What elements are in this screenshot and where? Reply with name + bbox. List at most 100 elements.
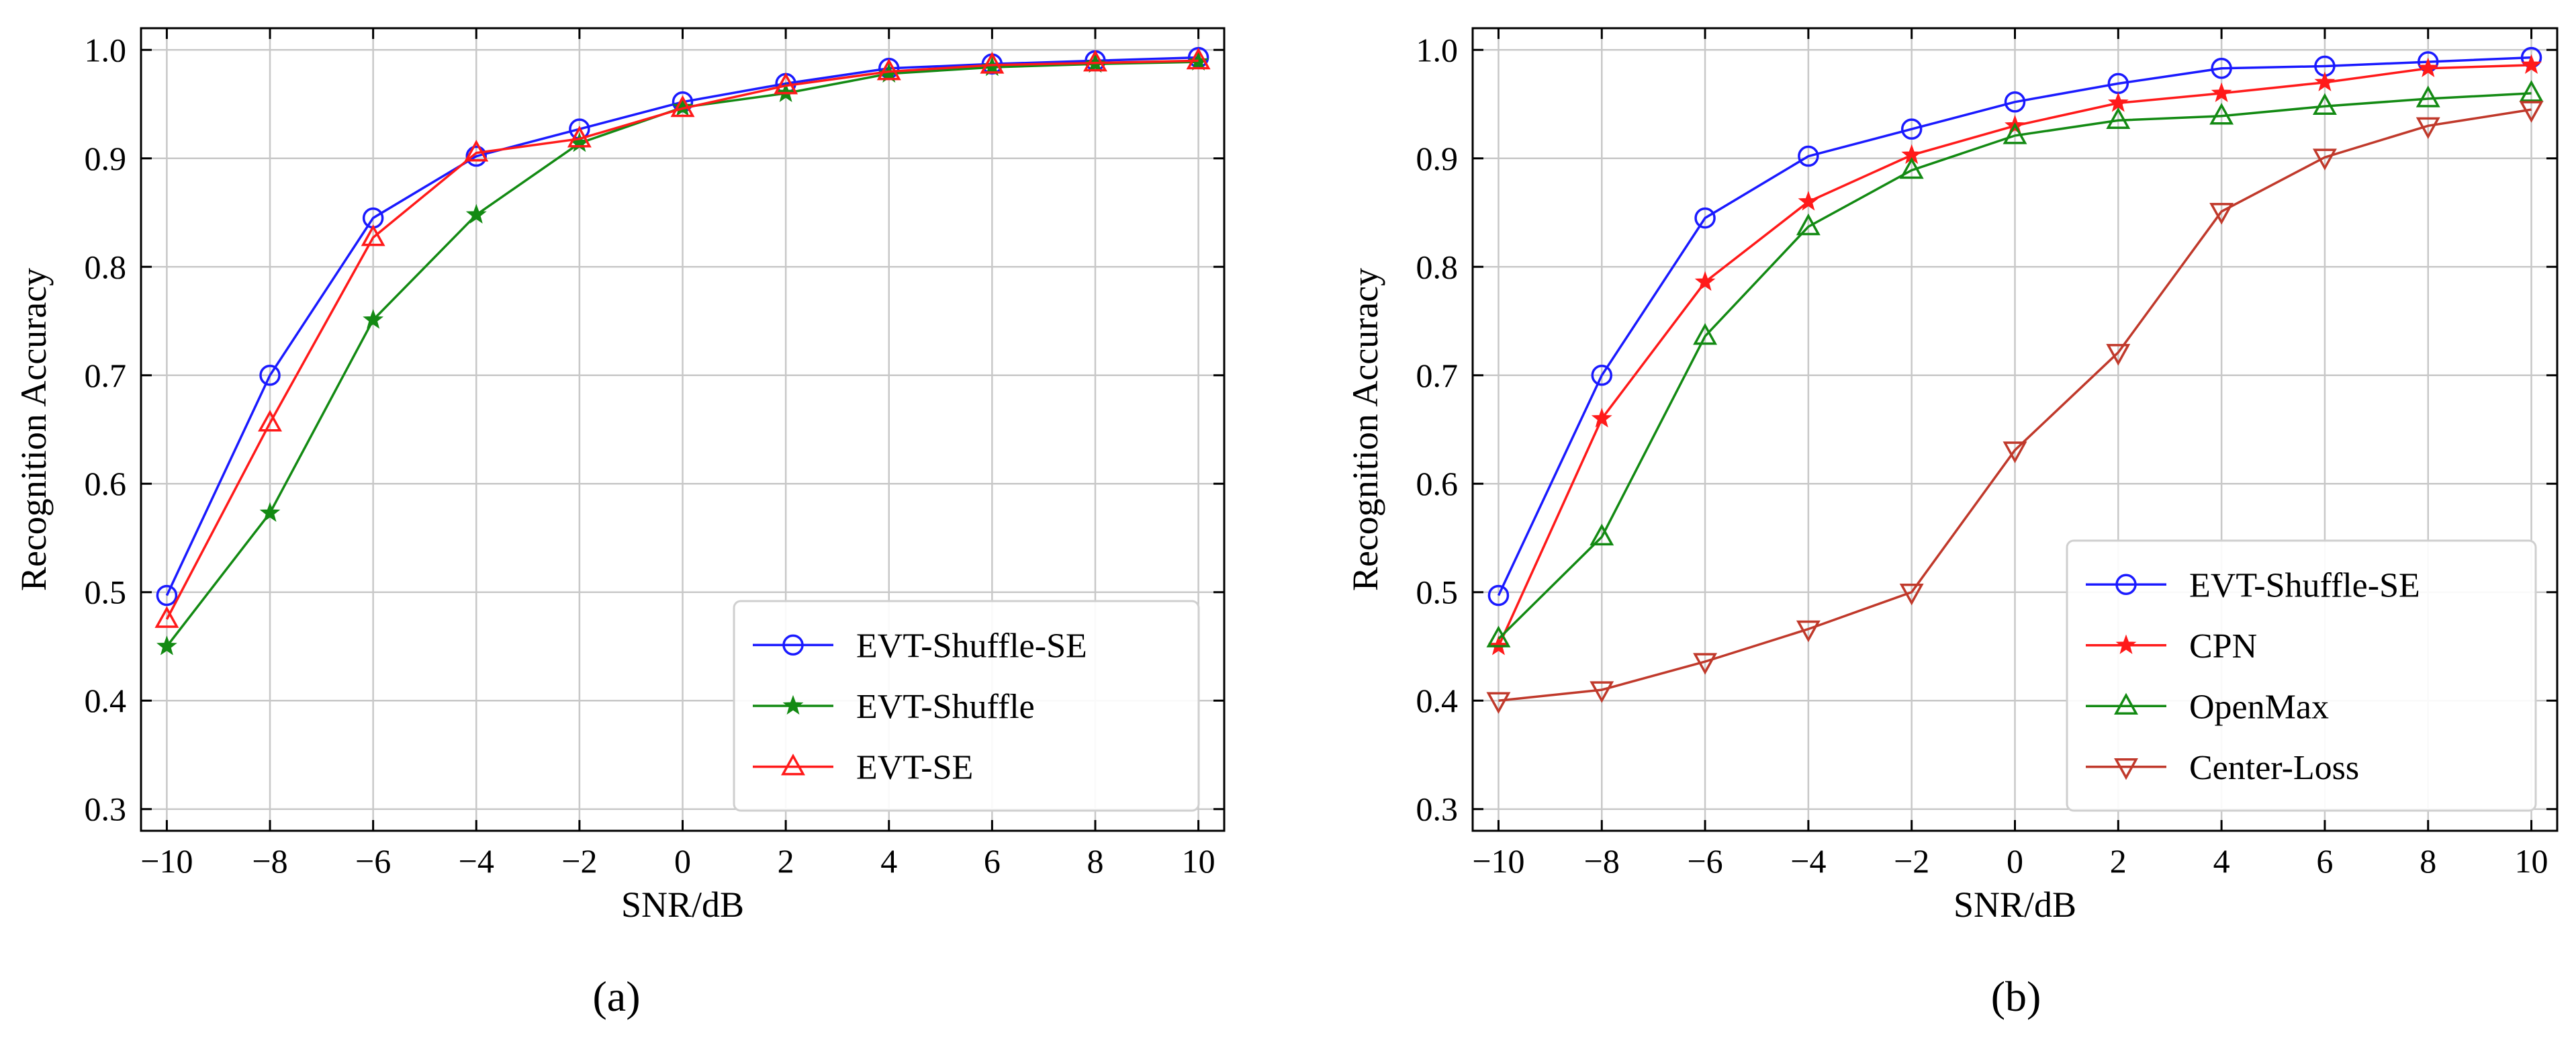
- legend-marker-a-0: [782, 634, 804, 656]
- data-point-b-1: [1591, 408, 1612, 428]
- x-tick-label-b: −6: [1687, 842, 1722, 880]
- y-axis-label-b: Recognition Accuracy: [1345, 268, 1385, 591]
- legend-box-a: [733, 600, 1200, 812]
- data-point-b-1: [2521, 54, 2542, 74]
- x-tick-label-b: 10: [2515, 842, 2548, 880]
- series-line-b-3: [1498, 108, 2532, 702]
- x-tick-label-b: −10: [1472, 842, 1524, 880]
- data-point-b-0: [1487, 584, 1510, 606]
- x-tick-label-a: −4: [459, 842, 494, 880]
- legend-item-b-0: EVT-Shuffle-SE: [2086, 566, 2420, 604]
- legend-item-b-1: CPN: [2086, 627, 2257, 666]
- y-tick-label-b: 0.9: [1416, 140, 1459, 177]
- data-point-a-1: [156, 635, 177, 655]
- data-point-b-2: [1486, 625, 1511, 647]
- data-point-b-3: [2209, 203, 2234, 225]
- y-tick-label-a: 0.6: [85, 465, 127, 502]
- legend-label-b-3: Center-Loss: [2189, 749, 2359, 787]
- caption-a: (a): [592, 972, 640, 1020]
- series-line-b-0: [1497, 56, 2532, 596]
- data-point-b-3: [2003, 441, 2027, 463]
- data-point-b-2: [2416, 85, 2440, 107]
- data-point-b-0: [1694, 207, 1716, 229]
- x-tick-label-a: −10: [140, 842, 193, 880]
- data-point-a-2: [567, 126, 592, 148]
- series-b: [1486, 46, 2544, 714]
- legend-item-b-3: Center-Loss: [2086, 749, 2359, 787]
- x-tick-label-b: 6: [2316, 842, 2333, 880]
- legend-item-a-0: EVT-Shuffle-SE: [753, 627, 1087, 665]
- data-point-b-0: [1798, 145, 1819, 167]
- legend-marker-b-0: [2115, 574, 2137, 595]
- data-point-a-2: [670, 95, 695, 118]
- data-point-a-2: [1186, 47, 1211, 70]
- data-point-b-2: [1693, 323, 1718, 345]
- y-tick-label-a: 0.3: [85, 790, 127, 828]
- data-point-a-2: [1083, 50, 1107, 72]
- legend-label-a-2: EVT-SE: [856, 749, 973, 787]
- data-point-b-3: [2519, 101, 2544, 123]
- x-tick-label-a: 0: [674, 842, 691, 880]
- legend-label-b-2: OpenMax: [2189, 688, 2329, 726]
- y-tick-label-b: 0.4: [1416, 682, 1459, 719]
- data-point-a-2: [980, 52, 1005, 74]
- x-tick-label-b: 2: [2110, 842, 2127, 880]
- x-tick-label-b: 0: [2007, 842, 2023, 880]
- legend-b: EVT-Shuffle-SE CPN OpenMax Center-Loss: [2066, 539, 2537, 812]
- x-tick-label-a: 6: [984, 842, 1001, 880]
- data-point-b-2: [1796, 213, 1821, 236]
- grid-b: [1473, 28, 2557, 831]
- series-line-a-2: [165, 59, 1199, 620]
- y-axis-label-a: Recognition Accuracy: [13, 268, 54, 591]
- x-tick-label-a: −2: [561, 842, 597, 880]
- y-tick-label-b: 0.8: [1416, 248, 1459, 285]
- series-b-3: [1486, 101, 2544, 714]
- y-tick-label-a: 0.7: [85, 357, 127, 394]
- x-tick-label-b: −8: [1584, 842, 1620, 880]
- legend-marker-a-2: [781, 754, 805, 776]
- series-a: [154, 46, 1211, 655]
- x-tick-label-b: 4: [2213, 842, 2230, 880]
- data-point-b-2: [1899, 156, 1924, 179]
- data-point-a-2: [258, 410, 282, 432]
- data-point-a-1: [363, 309, 384, 329]
- y-tick-label-a: 0.9: [85, 140, 127, 177]
- y-tick-label-b: 1.0: [1416, 31, 1459, 69]
- data-point-b-3: [1693, 653, 1718, 675]
- data-point-a-2: [774, 72, 798, 95]
- data-point-a-2: [876, 58, 901, 81]
- series-a-2: [154, 47, 1211, 628]
- data-point-b-1: [1798, 191, 1819, 211]
- legend-box-b: [2066, 539, 2537, 812]
- y-tick-label-a: 0.8: [85, 248, 127, 285]
- y-tick-label-b: 0.7: [1416, 357, 1459, 394]
- data-point-b-0: [2004, 91, 2026, 113]
- data-point-b-0: [1900, 118, 1923, 140]
- x-tick-label-a: 2: [778, 842, 794, 880]
- x-tick-label-b: −4: [1790, 842, 1826, 880]
- data-point-b-1: [2211, 82, 2232, 102]
- y-tick-label-b: 0.6: [1416, 465, 1459, 502]
- x-axis-label-b: SNR/dB: [1953, 885, 2076, 925]
- chart-panel-b: −10 −8 −6 −4 −2 0 2 4 6 8 10 0.3 0.4 0.5 0.6 0.7 0.8 0.9 1…: [1345, 27, 2559, 1020]
- x-tick-label-a: 10: [1182, 842, 1215, 880]
- legend-marker-b-3: [2114, 758, 2138, 780]
- legend-a: EVT-Shuffle-SE EVT-Shuffle EVT-SE: [733, 600, 1200, 812]
- data-point-b-0: [2211, 58, 2232, 79]
- data-point-b-0: [1591, 365, 1613, 386]
- data-point-b-3: [2106, 344, 2131, 366]
- data-point-b-3: [2312, 148, 2337, 171]
- legend-label-b-1: CPN: [2189, 627, 2257, 666]
- legend-item-a-1: EVT-Shuffle: [753, 688, 1035, 726]
- legend-label-b-0: EVT-Shuffle-SE: [2189, 566, 2420, 604]
- data-point-b-2: [1590, 523, 1614, 546]
- y-tick-label-a: 0.5: [85, 574, 127, 611]
- y-tick-label-a: 0.4: [85, 682, 127, 719]
- data-point-b-1: [2314, 71, 2336, 91]
- data-point-a-0: [465, 145, 488, 167]
- ticks-a: −10 −8 −6 −4 −2 0 2 4 6 8 10 0.3 0.4 0.5 0.6 0.7 0.8 0.9 1…: [85, 28, 1224, 880]
- legend-marker-b-1: [2115, 634, 2137, 654]
- legend-marker-a-1: [782, 694, 804, 715]
- data-point-b-3: [2416, 117, 2440, 139]
- data-point-b-3: [1486, 692, 1511, 714]
